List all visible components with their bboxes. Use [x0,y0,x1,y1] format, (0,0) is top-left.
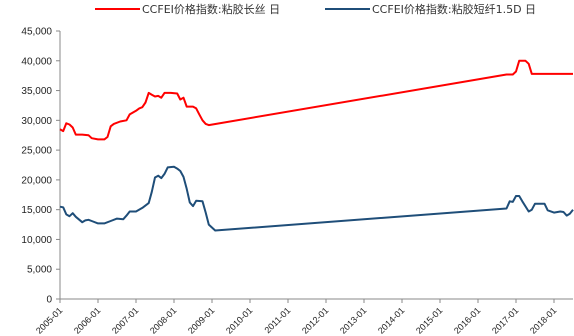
y-tick-label: 15,000 [21,205,52,216]
y-tick-label: 0 [46,295,52,306]
y-tick-label: 20,000 [21,175,52,186]
x-tick-label: 2018-01 [528,305,558,335]
legend-label-0: CCFEI价格指数:粘胶长丝 日 [142,2,280,16]
x-tick-label: 2010-01 [224,305,254,335]
x-tick-label: 2011-01 [262,305,292,335]
x-tick-label: 2007-01 [110,305,140,335]
x-tick-label: 2012-01 [300,305,330,335]
series-line-1 [59,165,574,232]
legend-label-1: CCFEI价格指数:粘胶短纤1.5D 日 [372,2,536,16]
y-tick-label: 25,000 [21,146,52,157]
x-tick-label: 2014-01 [376,305,406,335]
x-tick-label: 2005-01 [34,305,64,335]
x-tick-label: 2017-01 [490,305,520,335]
y-tick-label: 40,000 [21,56,52,67]
x-axis-ticks: 2005-01 2006-01 2007-01 2008-01 2009-01 2010-… [34,299,558,336]
series-line-0 [59,59,573,141]
x-tick-label: 2008-01 [148,305,178,335]
y-tick-label: 5,000 [27,265,52,276]
y-tick-label: 35,000 [21,86,52,97]
y-tick-label: 45,000 [21,27,52,38]
legend: CCFEI价格指数:粘胶长丝 日 CCFEI价格指数:粘胶短纤1.5D 日 [95,2,536,16]
series-lines [59,59,574,232]
x-tick-label: 2016-01 [452,305,482,335]
x-tick-label: 2009-01 [186,305,216,335]
y-tick-label: 30,000 [21,116,52,127]
x-tick-label: 2013-01 [338,305,368,335]
axes [59,31,573,300]
y-tick-label: 10,000 [21,235,52,246]
x-tick-label: 2006-01 [72,305,102,335]
y-axis-ticks: 0 5,000 10,000 15,000 20,000 25,000 30,000 35,0… [21,27,60,306]
x-tick-label: 2015-01 [414,305,444,335]
